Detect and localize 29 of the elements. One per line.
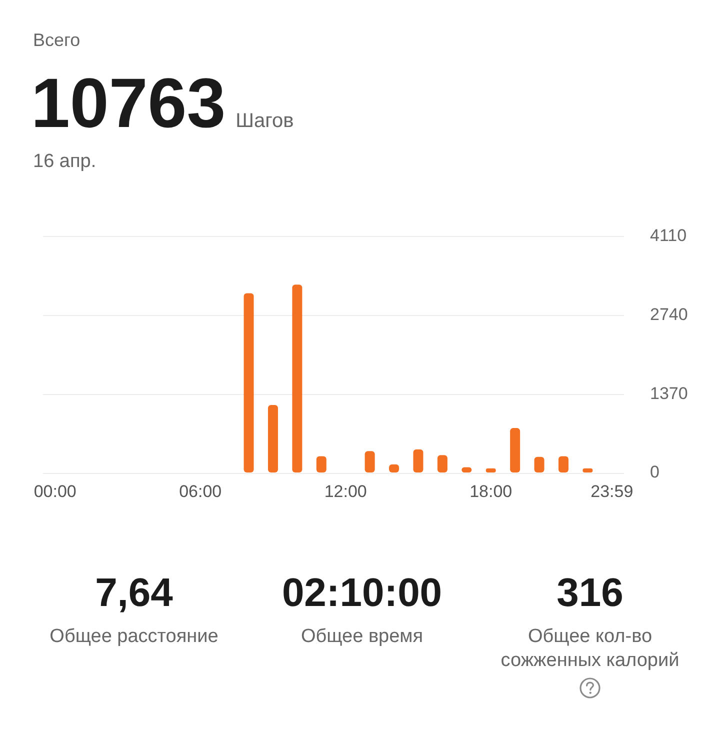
bar [534,456,544,472]
text: Шагов [236,110,294,132]
text: 7,64 [94,570,174,617]
bar [510,428,520,472]
bar [316,456,326,472]
x-tick-label: 00:00 [34,482,76,501]
x-tick-label: 06:00 [179,482,222,501]
bar [268,405,278,472]
y-tick-label: 1370 [650,384,688,403]
bar [558,456,568,472]
text: 16 апр. [33,150,96,174]
bar [364,451,375,472]
bar [413,449,424,472]
x-tick-label: 18:00 [470,482,512,501]
bar [292,284,302,472]
text: Общее расстояние [48,625,220,649]
bar [437,455,448,472]
x-tick-label: 12:00 [324,482,367,501]
text: Общее кол-во сожженных калорий [500,625,680,673]
y-tick-label: 2740 [650,304,688,324]
y-tick-label: 0 [650,462,660,482]
text: Общее время [300,625,424,649]
bar [244,293,254,472]
y-tick-label: 4110 [650,226,687,245]
text: 316 [556,570,624,617]
text: 02:10:00 [280,570,444,617]
x-tick-label: 23:59 [590,482,634,501]
chart-title: Всего [33,29,80,51]
text: 10763 [31,64,226,142]
